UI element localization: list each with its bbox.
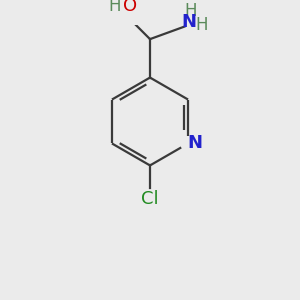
Text: O: O (123, 0, 137, 15)
Text: H: H (196, 16, 208, 34)
Text: H: H (109, 0, 122, 15)
Text: H: H (184, 2, 197, 20)
Text: Cl: Cl (141, 190, 159, 208)
Text: N: N (182, 13, 196, 31)
Text: N: N (187, 134, 202, 152)
